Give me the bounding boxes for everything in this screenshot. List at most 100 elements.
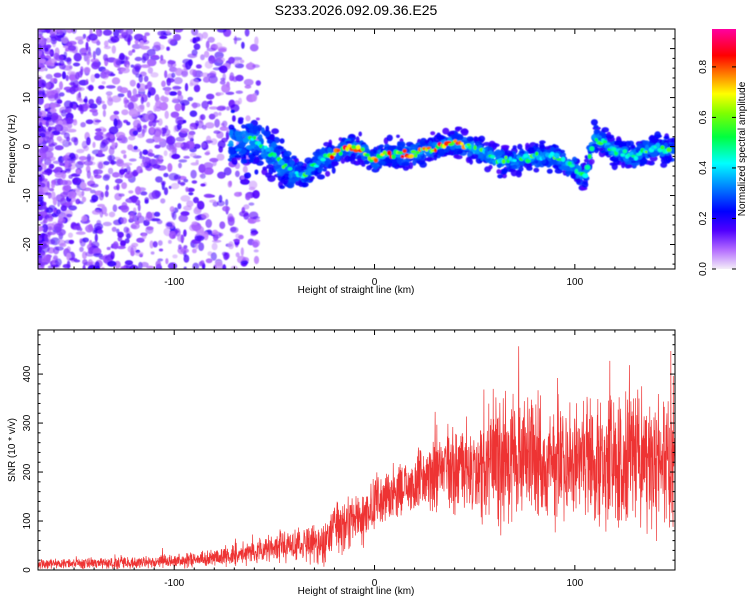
heatmap-cell [47, 82, 51, 89]
heatmap-cell [511, 164, 518, 169]
heatmap-cell [433, 154, 438, 158]
heatmap-cell [193, 84, 201, 93]
heatmap-cell [593, 146, 599, 154]
heatmap-cell [75, 169, 81, 175]
heatmap-cell [161, 133, 165, 137]
heatmap-cell [149, 126, 155, 134]
heatmap-cell [113, 118, 118, 127]
heatmap-cell [90, 189, 96, 194]
heatmap-cell [104, 190, 109, 198]
heatmap-cell [379, 144, 385, 148]
heatmap-cell [38, 136, 44, 144]
heatmap-cell [451, 133, 460, 141]
heatmap-cell [53, 255, 58, 261]
heatmap-cell [47, 265, 56, 269]
heatmap-cell [248, 202, 255, 206]
heatmap-cell [119, 168, 126, 175]
heatmap-cell [68, 257, 78, 261]
heatmap-cell [41, 89, 46, 97]
heatmap-cell [601, 127, 609, 133]
heatmap-cell [38, 83, 44, 93]
heatmap-cell [53, 72, 62, 78]
heatmap-cell [325, 170, 331, 177]
heatmap-cell [160, 54, 164, 61]
heatmap-cell [204, 151, 210, 156]
heatmap-cell [243, 78, 254, 86]
heatmap-cell [180, 128, 190, 134]
heatmap-cell [39, 121, 43, 127]
heatmap-cell [166, 135, 176, 145]
heatmap-cell [95, 47, 101, 56]
heatmap-cell [62, 119, 67, 127]
heatmap-cell [139, 151, 143, 157]
heatmap-cell [47, 192, 52, 199]
heatmap-cell [108, 167, 114, 175]
heatmap-cell [210, 138, 218, 146]
heatmap-cell [289, 160, 295, 166]
heatmap-cell [157, 118, 163, 126]
heatmap-cell [189, 122, 197, 130]
heatmap-cell [166, 46, 170, 51]
heatmap-cell [155, 260, 162, 268]
heatmap-cell [146, 48, 156, 57]
heatmap-cell [192, 248, 197, 254]
heatmap-cell [219, 126, 228, 131]
snr-axes: -100 0 100 0 100 200 300 400 [22, 330, 676, 589]
heatmap-cell [91, 209, 101, 215]
heatmap-cell [173, 125, 177, 133]
heatmap-cell [457, 134, 464, 141]
heatmap-cell [201, 212, 210, 219]
heatmap-cell [437, 149, 445, 157]
heatmap-cell [469, 159, 473, 165]
heatmap-cell [77, 39, 84, 45]
heatmap-cell [79, 246, 84, 252]
heatmap-cell [107, 93, 112, 101]
colorbar-tick-label: 0.8 [698, 60, 709, 74]
heatmap-cell [518, 166, 524, 172]
heatmap-cell [129, 79, 136, 87]
heatmap-cell [248, 180, 258, 189]
heatmap-cell [273, 147, 280, 155]
heatmap-cell [124, 173, 134, 179]
heatmap-cell [121, 182, 127, 190]
heatmap-cell [238, 117, 244, 122]
heatmap-cell [96, 219, 102, 226]
heatmap-cell [137, 114, 143, 119]
heatmap-cell [208, 106, 219, 110]
heatmap-cell [316, 174, 325, 180]
heatmap-cell [214, 118, 220, 128]
colorbar-gradient [712, 29, 736, 269]
heatmap-cell [117, 231, 124, 238]
heatmap-cell [140, 261, 149, 268]
heatmap-cell [255, 117, 260, 121]
heatmap-cell [195, 64, 202, 69]
heatmap-cell [117, 159, 123, 165]
heatmap-cell [240, 130, 248, 138]
heatmap-cell [187, 131, 194, 140]
heatmap-cell [266, 164, 274, 169]
heatmap-cell [91, 241, 100, 249]
heatmap-cell [243, 172, 252, 179]
colorbar-tick-label: 0.2 [698, 211, 709, 225]
heatmap-cell [172, 85, 181, 91]
chart-title: S233.2026.092.09.36.E25 [275, 2, 438, 18]
heatmap-cell [45, 223, 56, 231]
heatmap-cell [95, 131, 104, 136]
heatmap-cell [588, 158, 595, 165]
heatmap-cell [373, 146, 378, 155]
heatmap-cell [75, 161, 84, 170]
heatmap-cell [64, 117, 74, 125]
heatmap-cell [38, 215, 43, 221]
heatmap-cell [345, 140, 353, 144]
heatmap-cell [419, 161, 427, 168]
heatmap-cell [171, 72, 176, 78]
heatmap-cell [126, 64, 130, 69]
heatmap-cell [228, 180, 232, 187]
heatmap-cell [660, 156, 666, 164]
heatmap-cell [150, 251, 155, 255]
heatmap-cell [53, 52, 60, 60]
heatmap-cell [218, 194, 223, 203]
heatmap-cell [110, 36, 120, 43]
heatmap-cell [386, 134, 393, 142]
heatmap-cell [124, 99, 130, 104]
